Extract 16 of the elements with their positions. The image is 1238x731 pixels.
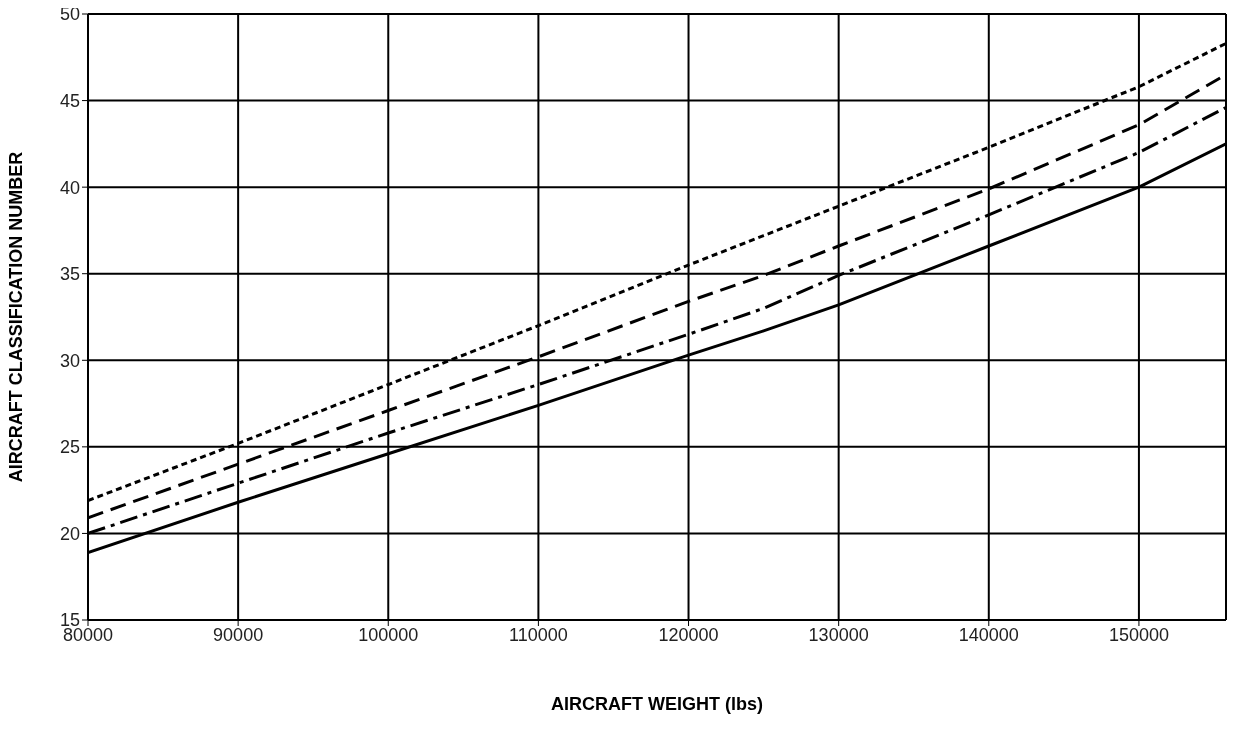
y-tick-label: 20 (59, 523, 80, 544)
x-tick-label: 100000 (358, 624, 419, 645)
y-tick-label: 45 (59, 90, 80, 111)
x-tick-label: 110000 (509, 624, 568, 645)
x-tick-label: 90000 (213, 624, 264, 645)
y-tick-label: 25 (59, 437, 80, 458)
x-axis-title: AIRCRAFT WEIGHT (lbs) (551, 694, 763, 714)
y-axis-title: AIRCRAFT CLASSIFICATION NUMBER (6, 151, 27, 483)
x-tick-label: 130000 (808, 624, 869, 645)
y-tick-label: 50 (59, 4, 80, 25)
x-tick-label: 120000 (658, 624, 719, 645)
x-tick-label: 140000 (958, 624, 1019, 645)
x-tick-label: 150000 (1108, 624, 1169, 645)
y-tick-label: 40 (59, 177, 80, 198)
y-tick-label: 30 (59, 350, 80, 371)
y-tick-label: 35 (59, 264, 80, 285)
